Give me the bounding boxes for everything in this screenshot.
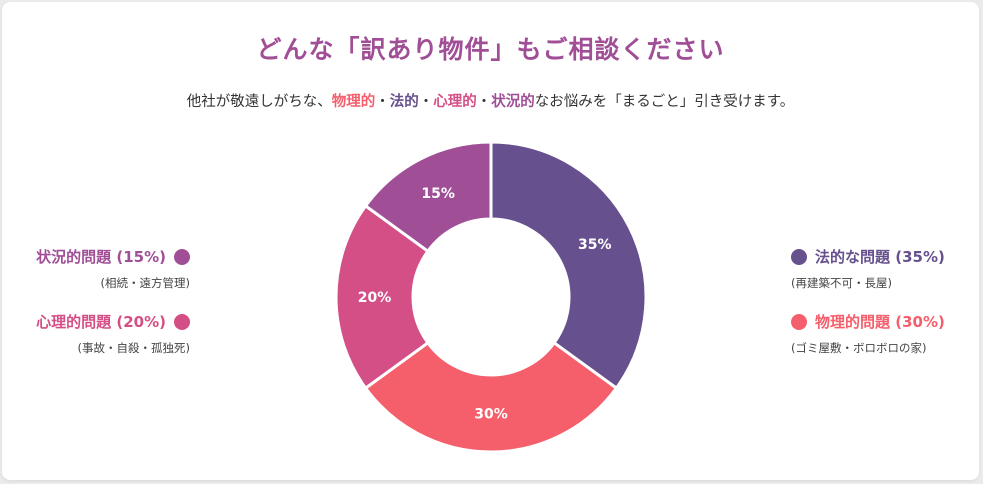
subtitle-keyword-situational: 状況的 (491, 94, 535, 110)
legend-item-psychological: 心理的問題 (20%) (事故・自殺・孤独死) (0, 311, 190, 356)
chart-subtitle: 他社が敬遠しがちな、物理的・法的・心理的・状況的なお悩みを「まるごと」引き受けま… (2, 90, 979, 111)
legend-dot-physical (791, 313, 807, 330)
subtitle-suffix: なお悩みを「まるごと」引き受けます。 (534, 94, 795, 110)
slice-label: 20% (358, 290, 392, 306)
legend-label-legal: 法的な問題 (35%) (815, 248, 945, 266)
legend-detail-psychological: (事故・自殺・孤独死) (77, 341, 190, 355)
donut-slice (363, 140, 493, 254)
subtitle-keyword-legal: 法的 (389, 94, 419, 110)
legend-item-physical: 物理的問題 (30%) (ゴミ屋敷・ボロボロの家) (791, 311, 983, 356)
legend-dot-situational (174, 248, 190, 265)
subtitle-prefix: 他社が敬遠しがちな、 (186, 94, 332, 110)
subtitle-separator: ・ (476, 94, 492, 110)
legend-detail-physical: (ゴミ屋敷・ボロボロの家) (791, 341, 927, 355)
legend-dot-legal (791, 248, 807, 265)
legend-label-situational: 状況的問題 (15%) (36, 248, 166, 266)
legend-detail-situational: (相続・遠方管理) (100, 276, 190, 290)
slice-label: 30% (474, 407, 508, 423)
legend-item-legal: 法的な問題 (35%) (再建築不可・長屋) (791, 246, 983, 291)
subtitle-keyword-physical: 物理的 (331, 94, 376, 110)
subtitle-keyword-psychological: 心理的 (433, 94, 477, 110)
legend-label-physical: 物理的問題 (30%) (815, 313, 945, 331)
subtitle-separator: ・ (375, 94, 390, 110)
subtitle-separator: ・ (418, 94, 434, 110)
legend-label-psychological: 心理的問題 (20%) (36, 313, 166, 331)
legend-item-situational: 状況的問題 (15%) (相続・遠方管理) (0, 246, 190, 291)
chart-title: どんな「訳あり物件」もご相談ください (256, 35, 725, 64)
donut-slice (334, 203, 430, 391)
slice-label: 15% (421, 186, 455, 202)
legend-dot-psychological (174, 313, 190, 330)
legend-detail-legal: (再建築不可・長屋) (791, 276, 892, 290)
slice-label: 35% (578, 237, 612, 253)
donut-slice (363, 340, 619, 454)
donut-slice (489, 140, 648, 391)
